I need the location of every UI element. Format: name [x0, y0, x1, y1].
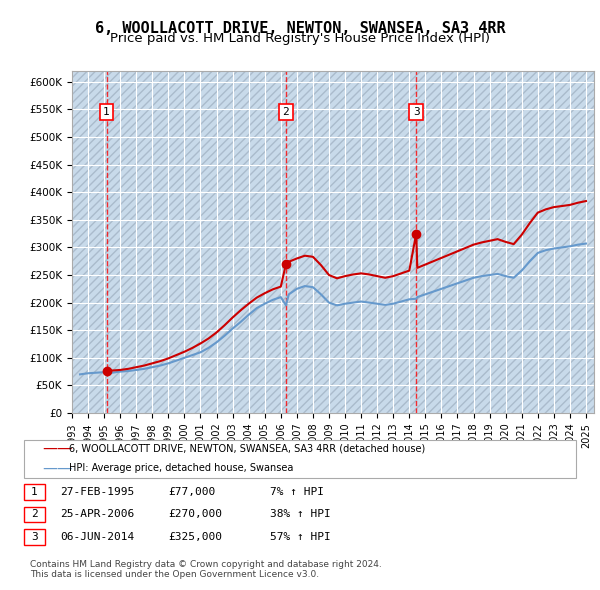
- Text: 1: 1: [31, 487, 38, 497]
- Text: 2: 2: [283, 107, 289, 117]
- Text: 3: 3: [31, 532, 38, 542]
- Text: 06-JUN-2014: 06-JUN-2014: [60, 532, 134, 542]
- Text: £270,000: £270,000: [168, 510, 222, 519]
- Text: 7% ↑ HPI: 7% ↑ HPI: [270, 487, 324, 497]
- Text: £325,000: £325,000: [168, 532, 222, 542]
- Text: 3: 3: [413, 107, 419, 117]
- Text: £77,000: £77,000: [168, 487, 215, 497]
- Text: 38% ↑ HPI: 38% ↑ HPI: [270, 510, 331, 519]
- Text: 25-APR-2006: 25-APR-2006: [60, 510, 134, 519]
- Text: 2: 2: [31, 510, 38, 519]
- Text: 57% ↑ HPI: 57% ↑ HPI: [270, 532, 331, 542]
- Text: ——: ——: [42, 441, 73, 456]
- Text: Price paid vs. HM Land Registry's House Price Index (HPI): Price paid vs. HM Land Registry's House …: [110, 32, 490, 45]
- Text: Contains HM Land Registry data © Crown copyright and database right 2024.
This d: Contains HM Land Registry data © Crown c…: [30, 560, 382, 579]
- Text: ——: ——: [42, 460, 73, 476]
- Text: 1: 1: [103, 107, 110, 117]
- Text: 27-FEB-1995: 27-FEB-1995: [60, 487, 134, 497]
- Text: 6, WOOLLACOTT DRIVE, NEWTON, SWANSEA, SA3 4RR (detached house): 6, WOOLLACOTT DRIVE, NEWTON, SWANSEA, SA…: [69, 444, 425, 453]
- Text: HPI: Average price, detached house, Swansea: HPI: Average price, detached house, Swan…: [69, 463, 293, 473]
- Text: 6, WOOLLACOTT DRIVE, NEWTON, SWANSEA, SA3 4RR: 6, WOOLLACOTT DRIVE, NEWTON, SWANSEA, SA…: [95, 21, 505, 35]
